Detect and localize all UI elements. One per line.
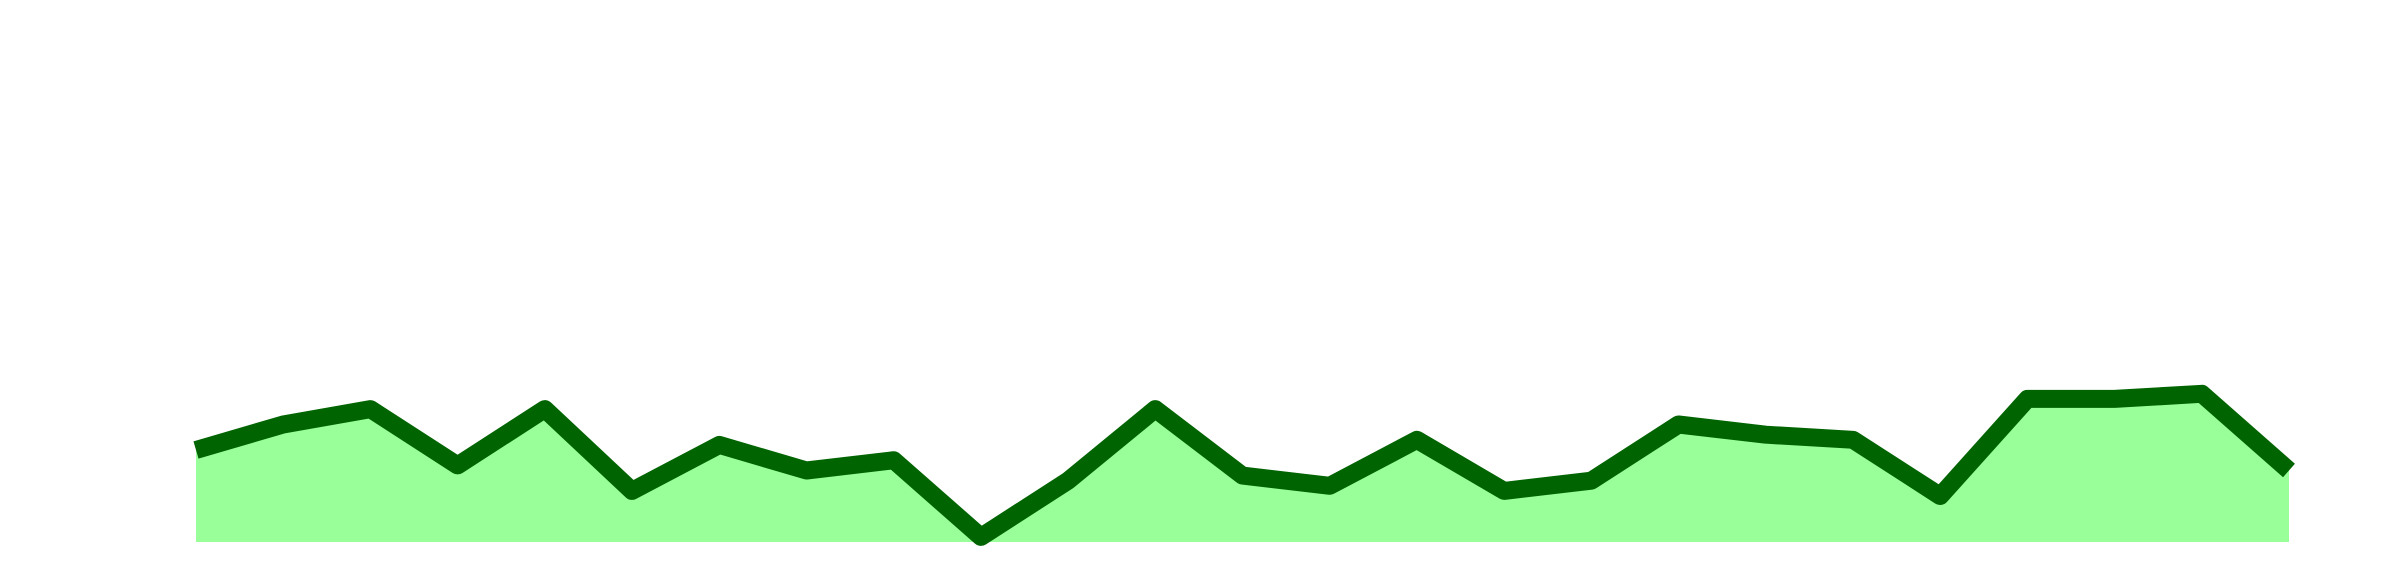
area-fill — [196, 393, 2289, 542]
line — [193, 384, 2295, 546]
